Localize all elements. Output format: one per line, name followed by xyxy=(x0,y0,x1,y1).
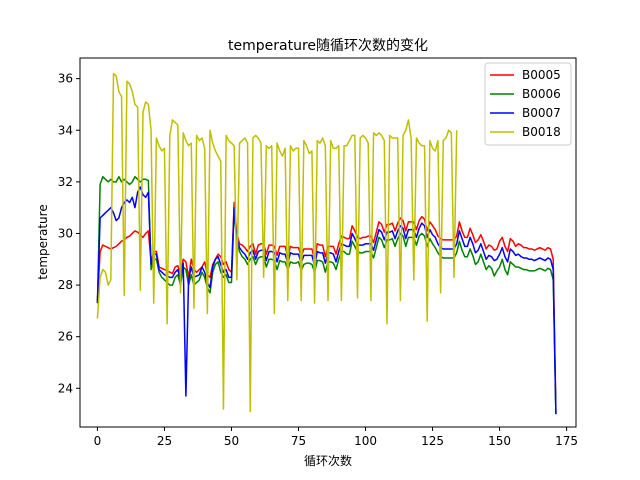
x-tick-label: 125 xyxy=(421,434,444,448)
series-line-b0006 xyxy=(96,175,557,415)
y-axis-label: temperature xyxy=(36,204,50,279)
x-axis: 0 25 50 75 100 125 150 175 xyxy=(94,427,578,448)
y-tick-label: 32 xyxy=(58,175,73,189)
series-line-b0018 xyxy=(96,72,458,413)
y-tick-label: 36 xyxy=(58,72,73,86)
y-tick-label: 30 xyxy=(58,226,73,240)
x-tick-label: 150 xyxy=(488,434,511,448)
legend-label-b0006: B0006 xyxy=(522,87,561,101)
x-tick-label: 175 xyxy=(555,434,578,448)
x-tick-label: 75 xyxy=(291,434,306,448)
y-tick-label: 24 xyxy=(58,381,73,395)
legend: B0005 B0006 B0007 B0018 xyxy=(484,62,572,146)
x-tick-label: 100 xyxy=(354,434,377,448)
y-axis: 24 26 28 30 32 34 36 xyxy=(58,72,80,395)
plot-frame xyxy=(79,57,577,428)
legend-label-b0005: B0005 xyxy=(522,68,561,82)
x-tick-label: 50 xyxy=(224,434,239,448)
x-axis-label: 循环次数 xyxy=(304,453,352,468)
x-tick-label: 25 xyxy=(157,434,172,448)
legend-label-b0018: B0018 xyxy=(522,125,561,139)
legend-label-b0007: B0007 xyxy=(522,106,561,120)
legend-box xyxy=(484,62,572,146)
y-tick-label: 26 xyxy=(58,330,73,344)
x-tick-label: 0 xyxy=(94,434,102,448)
y-tick-label: 28 xyxy=(58,278,73,292)
y-tick-label: 34 xyxy=(58,123,73,137)
chart-title: temperature随循环次数的变化 xyxy=(228,38,428,54)
series-layer xyxy=(96,72,557,415)
